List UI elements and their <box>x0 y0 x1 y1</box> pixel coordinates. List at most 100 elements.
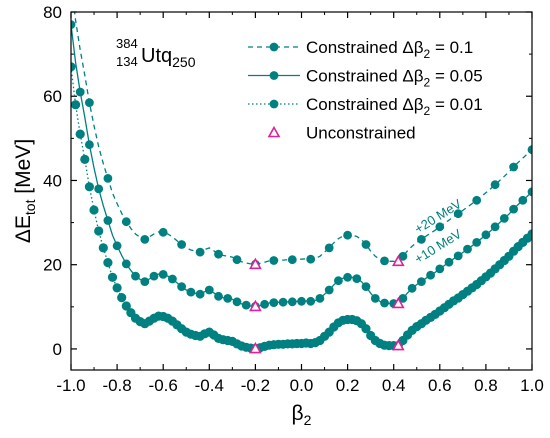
unconstrained-marker <box>391 296 405 309</box>
data-point <box>324 243 334 253</box>
data-point <box>107 272 118 282</box>
x-tick-label: 0.0 <box>290 376 314 395</box>
x-tick-label: 0.2 <box>336 376 360 395</box>
data-point <box>509 162 518 172</box>
data-point <box>121 217 131 227</box>
x-tick-label: -0.4 <box>195 376 224 395</box>
data-point <box>315 294 325 303</box>
data-point <box>71 100 81 110</box>
data-point <box>89 205 99 215</box>
legend-marker-unconstrained <box>267 125 281 138</box>
data-point <box>269 256 279 265</box>
data-point <box>75 87 85 97</box>
unconstrained-marker <box>249 257 262 270</box>
data-point <box>380 256 389 266</box>
data-point <box>361 324 371 334</box>
data-point <box>94 184 104 194</box>
unconstrained-marker <box>249 341 262 354</box>
data-point <box>117 293 127 303</box>
legend-label-unconstrained: Unconstrained <box>306 124 416 143</box>
data-point <box>94 226 104 236</box>
legend-label: Constrained Δβ2 = 0.01 <box>306 95 483 118</box>
data-point <box>287 297 297 307</box>
data-point <box>306 296 316 306</box>
data-point <box>472 195 482 205</box>
data-point <box>195 289 205 299</box>
data-point <box>380 298 389 308</box>
data-point <box>121 301 131 311</box>
tick-labels: -1.0 -0.8 -0.6 -0.4 -0.2 0.0 0.2 0.4 0.6 0.8 1.0 0 2… <box>43 3 544 395</box>
legend: Constrained Δβ2 = 0.1 Constrained Δβ2 = 0… <box>248 38 483 143</box>
legend-marker <box>269 99 279 109</box>
data-point <box>417 277 426 286</box>
data-point <box>306 254 316 264</box>
x-tick-label: 1.0 <box>520 376 544 395</box>
data-point <box>435 222 445 232</box>
series-dotted <box>71 62 532 354</box>
data-point <box>260 299 269 309</box>
data-point <box>361 282 371 291</box>
unconstrained-marker <box>391 254 405 267</box>
data-point <box>352 274 362 283</box>
data-point <box>490 222 500 232</box>
data-point <box>499 214 509 223</box>
data-point <box>214 249 223 259</box>
isotope-neutrons: 250 <box>172 54 196 70</box>
data-point <box>453 251 463 261</box>
x-tick-label: -0.8 <box>102 376 131 395</box>
unconstrained-markers <box>249 254 405 354</box>
data-point <box>361 240 371 249</box>
isotope-mass: 384 <box>116 36 138 51</box>
legend-marker <box>269 42 279 52</box>
data-point <box>398 294 408 303</box>
data-point <box>84 182 94 192</box>
data-point <box>509 204 518 214</box>
data-point <box>334 276 343 286</box>
data-point <box>85 140 94 150</box>
data-point <box>103 216 113 225</box>
y-tick-label: 40 <box>43 171 62 190</box>
data-point <box>204 285 214 295</box>
data-point <box>223 294 233 303</box>
data-point <box>71 62 76 72</box>
isotope-symbol: Utq <box>141 45 172 67</box>
data-point <box>343 230 352 240</box>
data-point <box>214 291 223 301</box>
y-tick-label: 20 <box>43 256 62 275</box>
data-point <box>177 240 187 249</box>
data-point <box>71 20 76 29</box>
data-point <box>435 264 445 274</box>
plot-frame <box>70 11 533 371</box>
data-point <box>177 282 187 291</box>
data-point <box>158 270 168 279</box>
y-tick-label: 60 <box>43 87 62 106</box>
data-point <box>527 229 532 239</box>
data-point <box>140 235 150 244</box>
data-point <box>186 287 196 297</box>
legend-marker <box>269 71 279 80</box>
x-tick-label: -0.6 <box>149 376 178 395</box>
data-point <box>168 274 177 284</box>
data-point <box>140 277 150 286</box>
data-point <box>490 180 500 190</box>
data-point <box>75 129 85 139</box>
data-point <box>398 251 408 261</box>
data-point <box>149 271 159 281</box>
data-point <box>232 297 242 307</box>
data-point <box>98 243 108 253</box>
data-point <box>287 255 297 265</box>
isotope-charge: 134 <box>116 54 138 69</box>
data-point <box>426 270 435 280</box>
data-point <box>269 298 279 307</box>
y-axis-label: ΔEtot [MeV] <box>12 139 38 243</box>
legend-label: Constrained Δβ2 = 0.1 <box>306 38 473 61</box>
data-point <box>241 300 251 310</box>
y-axis-label-group: ΔEtot [MeV] <box>12 139 38 243</box>
data-point <box>85 98 94 107</box>
data-point <box>453 209 463 219</box>
y-tick-label: 0 <box>53 340 62 359</box>
y-tick-label: 80 <box>43 3 62 22</box>
data-point <box>103 258 113 268</box>
legend-label: Constrained Δβ2 = 0.05 <box>306 67 483 90</box>
